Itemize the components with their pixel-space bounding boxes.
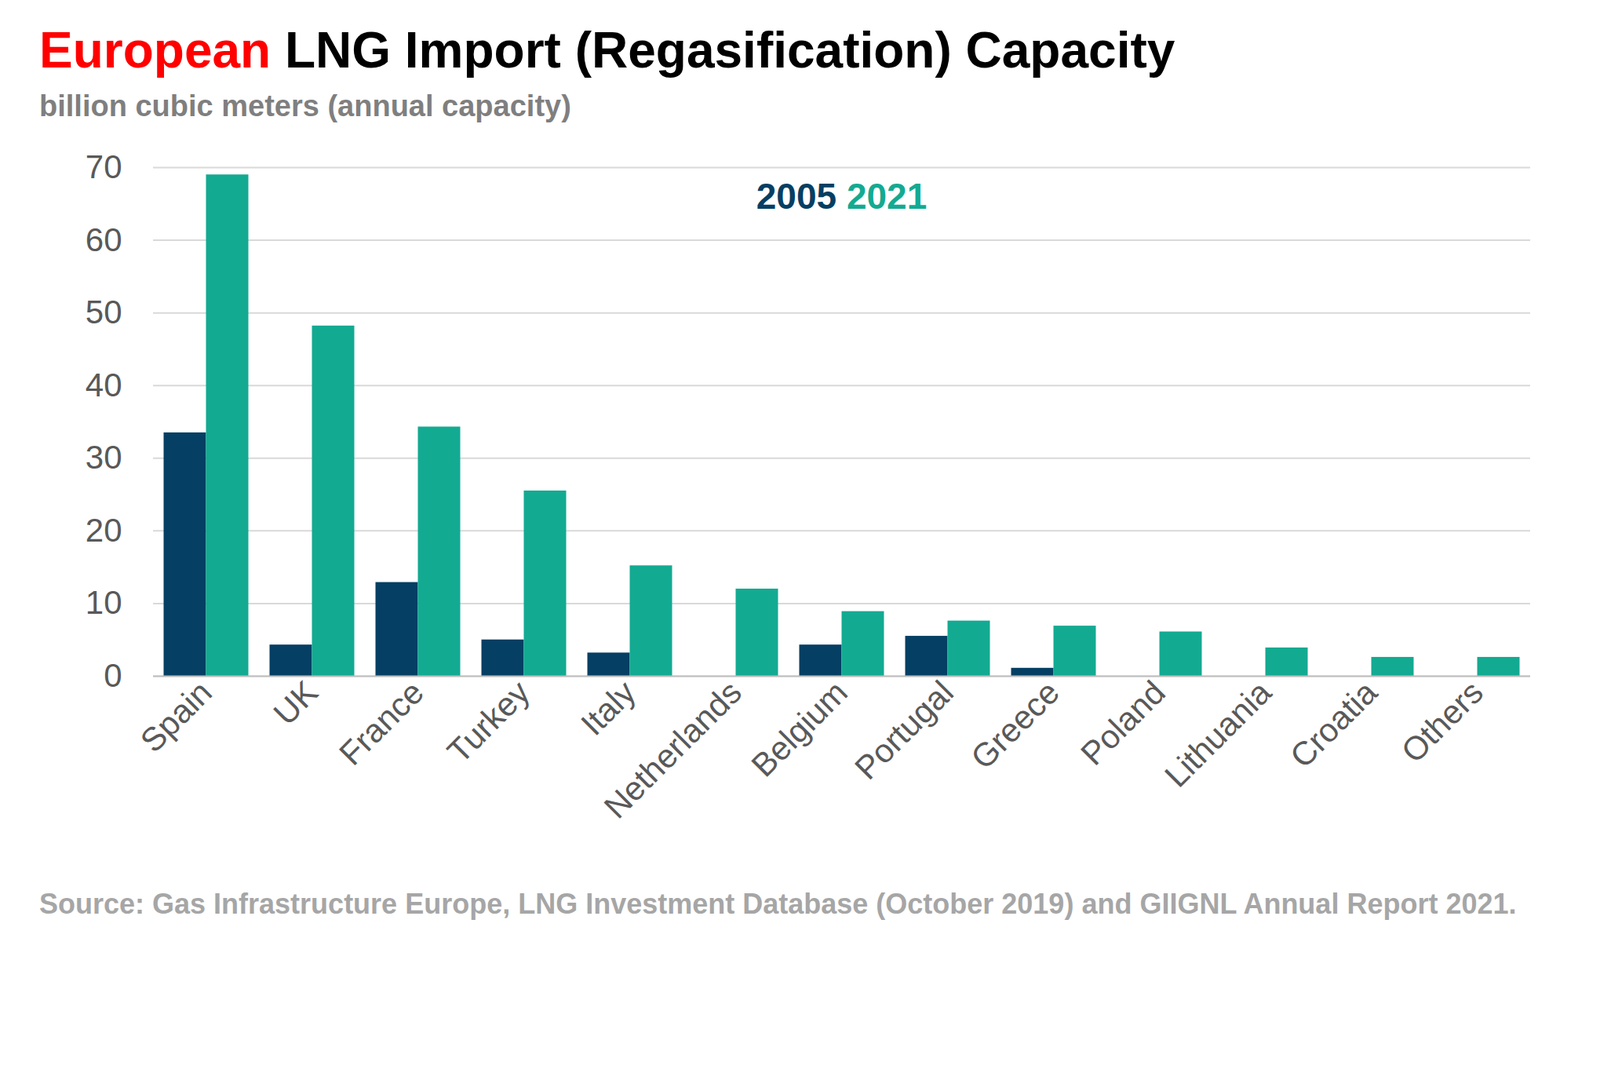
svg-text:Netherlands: Netherlands [596,673,748,825]
svg-text:30: 30 [85,438,123,476]
svg-text:70: 70 [85,148,123,186]
svg-text:Greece: Greece [963,673,1067,777]
html-text:Source: Gas Infrastructure Eur: Source: Gas Infrastructure Europe, LNG I… [39,887,1517,920]
svg-text:Others: Others [1394,673,1491,770]
html-text:2005 2021: 2005 2021 [756,175,927,217]
svg-text:Poland: Poland [1073,673,1173,773]
html-text:European LNG Import (Regasific: European LNG Import (Regasification) Cap… [39,21,1175,79]
svg-text:Spain: Spain [133,673,219,759]
svg-text:60: 60 [85,220,123,258]
svg-text:Lithuania: Lithuania [1157,672,1279,794]
svg-text:UK: UK [266,673,325,733]
svg-text:40: 40 [85,365,123,403]
svg-text:0: 0 [103,656,122,694]
html-text:billion cubic meters (annual c: billion cubic meters (annual capacity) [39,89,572,123]
svg-text:Croatia: Croatia [1282,672,1385,774]
svg-text:Italy: Italy [573,673,643,743]
svg-text:50: 50 [85,293,123,331]
svg-text:Turkey: Turkey [440,673,537,770]
svg-text:10: 10 [85,583,123,621]
svg-text:Portugal: Portugal [847,673,961,787]
svg-text:France: France [331,673,431,773]
svg-text:Belgium: Belgium [743,673,855,784]
svg-text:20: 20 [85,510,123,548]
